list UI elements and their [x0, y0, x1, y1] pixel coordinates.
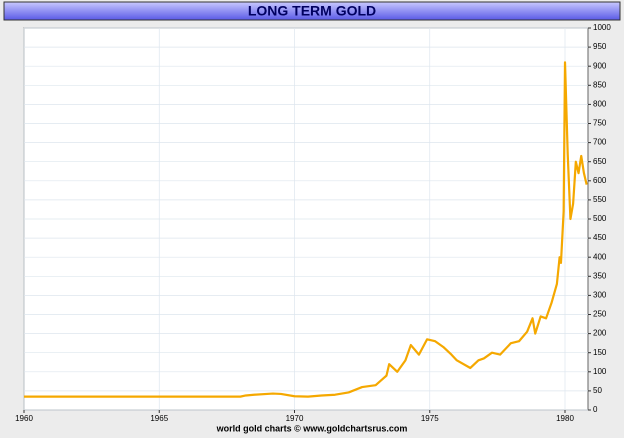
y-tick-label: 50: [593, 386, 602, 395]
y-tick-label: 800: [593, 100, 607, 109]
y-tick-label: 350: [593, 271, 607, 280]
y-tick-label: 250: [593, 310, 607, 319]
y-tick-label: 400: [593, 252, 607, 261]
y-tick-label: 300: [593, 291, 607, 300]
x-tick-label: 1975: [421, 414, 439, 423]
y-tick-label: 500: [593, 214, 607, 223]
x-tick-label: 1965: [150, 414, 168, 423]
y-tick-label: 0: [593, 405, 598, 414]
y-tick-label: 850: [593, 80, 607, 89]
y-tick-label: 900: [593, 61, 607, 70]
line: [24, 61, 588, 398]
title-bar: [3, 1, 621, 21]
chart-title: LONG TERM GOLD: [248, 3, 376, 19]
y-tick-label: 750: [593, 119, 607, 128]
x-tick-label: 1970: [286, 414, 304, 423]
y-tick-label: 950: [593, 42, 607, 51]
y-tick-label: 650: [593, 157, 607, 166]
y-tick-label: 450: [593, 233, 607, 242]
x-tick-label: 1960: [15, 414, 33, 423]
y-tick-label: 1000: [593, 23, 611, 32]
source: world gold charts © www.goldchartsrus.co…: [216, 423, 408, 433]
x-tick-label: 1980: [556, 414, 574, 423]
y-tick-label: 200: [593, 329, 607, 338]
y-tick-label: 550: [593, 195, 607, 204]
y-tick-label: 100: [593, 367, 607, 376]
y-tick-label: 600: [593, 176, 607, 185]
y-tick-label: 700: [593, 138, 607, 147]
y-tick-label: 150: [593, 348, 607, 357]
